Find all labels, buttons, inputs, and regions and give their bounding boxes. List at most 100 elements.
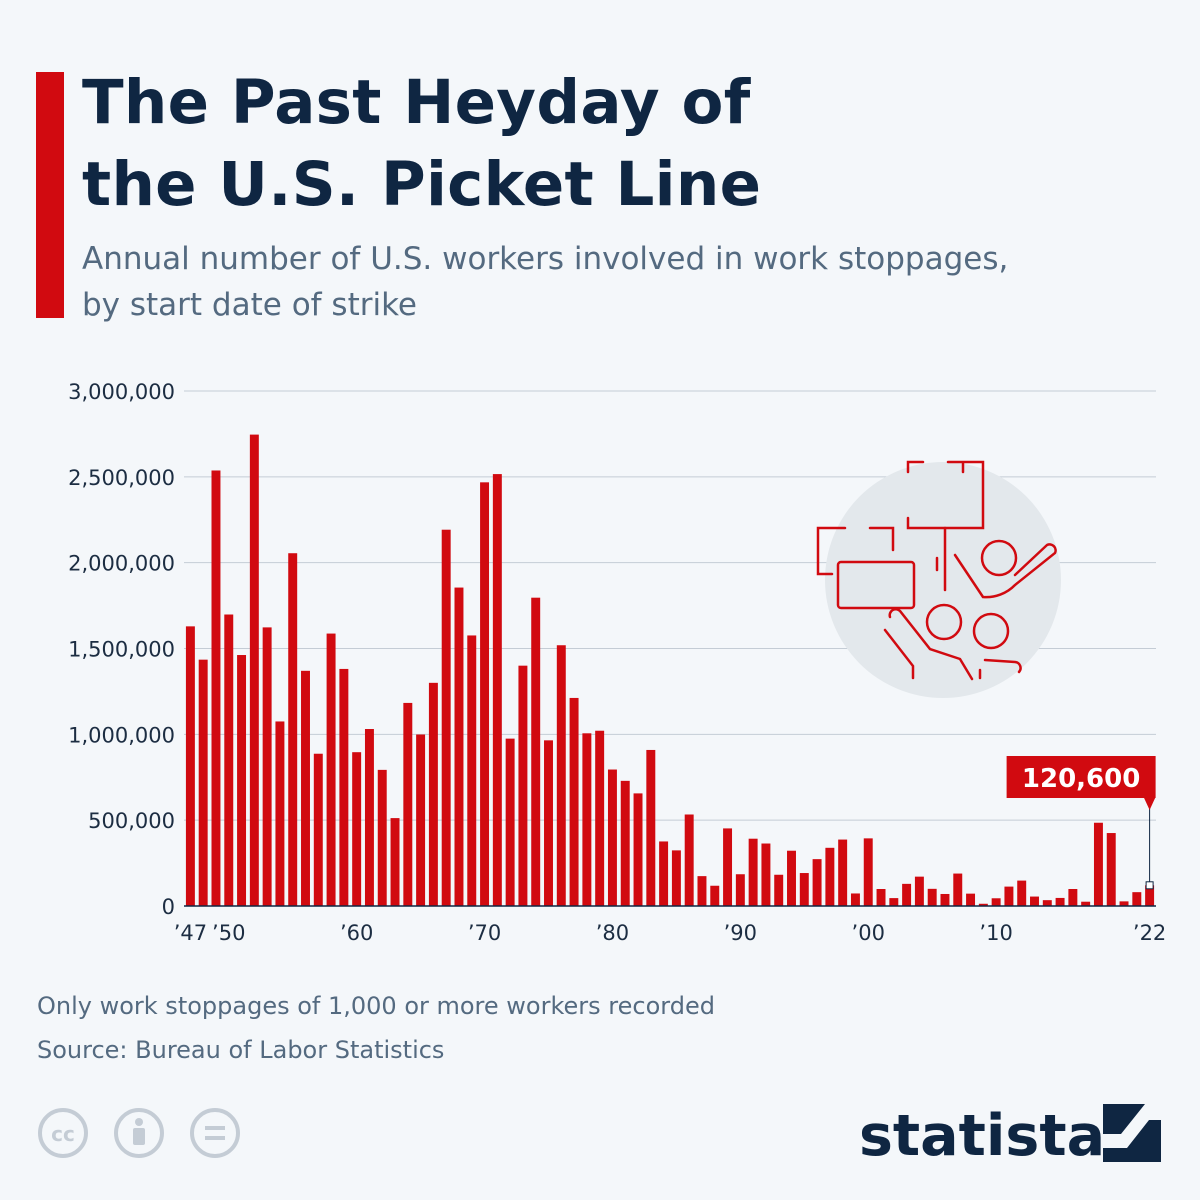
callout-marker: [1145, 881, 1154, 890]
bar-1992: [761, 843, 771, 906]
bar-1965: [416, 734, 426, 906]
bar-2001: [876, 889, 886, 906]
chart-subtitle: Annual number of U.S. workers involved i…: [82, 236, 1182, 328]
x-tick-label: ’80: [596, 921, 629, 945]
bar-2022: [1145, 885, 1155, 906]
bar-1975: [544, 740, 553, 906]
bar-1952: [249, 434, 259, 906]
bar-2018: [1093, 822, 1103, 906]
brand-wordmark: statista: [859, 1103, 1105, 1164]
bar-1948: [198, 659, 208, 906]
bar-2008: [966, 893, 976, 906]
cc-icon[interactable]: cc: [38, 1108, 88, 1158]
bar-1979: [595, 730, 605, 906]
bar-1988: [710, 885, 720, 906]
bar-1962: [377, 769, 387, 906]
bar-1986: [684, 814, 694, 906]
title-line-2: the U.S. Picket Line: [82, 149, 762, 220]
bar-1997: [825, 847, 835, 906]
x-tick-label: ’00: [852, 921, 885, 945]
bar-1950: [224, 614, 234, 906]
bar-1968: [454, 587, 464, 906]
x-tick-label: ’47: [174, 921, 207, 945]
bar-2006: [940, 893, 950, 906]
bar-2019: [1106, 833, 1116, 906]
title-accent-bar: [36, 72, 64, 318]
bar-1977: [569, 697, 579, 906]
bar-1985: [671, 850, 681, 906]
bar-2017: [1081, 901, 1091, 906]
bar-1966: [428, 682, 438, 906]
bar-1978: [582, 733, 592, 906]
y-tick-label: 2,500,000: [68, 466, 175, 490]
title-line-1: The Past Heyday of: [82, 67, 751, 138]
bar-1953: [262, 627, 272, 906]
bar-1983: [646, 749, 656, 906]
callout-value-label: 120,600: [1022, 764, 1140, 794]
bar-1974: [531, 597, 541, 906]
bar-1995: [799, 873, 809, 906]
bar-1980: [607, 769, 617, 906]
statista-logo[interactable]: statista: [859, 1098, 1164, 1164]
bar-1970: [480, 482, 490, 906]
bar-1976: [556, 645, 566, 906]
svg-text:cc: cc: [51, 1122, 75, 1146]
x-tick-label: ’90: [724, 921, 757, 945]
subtitle-line-1: Annual number of U.S. workers involved i…: [82, 241, 1009, 277]
y-tick-label: 2,000,000: [68, 552, 175, 576]
bar-2002: [889, 898, 899, 906]
bar-1949: [211, 470, 221, 906]
bar-1973: [518, 665, 528, 906]
bar-1999: [850, 893, 860, 906]
subtitle-line-2: by start date of strike: [82, 287, 418, 323]
bar-1964: [403, 702, 413, 906]
bars: [185, 434, 1155, 906]
bar-2014: [1042, 900, 1052, 906]
bar-1991: [748, 838, 758, 906]
bar-1963: [390, 818, 400, 906]
bar-1955: [288, 553, 298, 906]
y-tick-label: 0: [162, 895, 175, 919]
x-tick-label: ’70: [468, 921, 501, 945]
bar-1967: [441, 529, 451, 906]
attribution-icon[interactable]: [114, 1108, 164, 1158]
bar-1990: [735, 874, 745, 906]
bar-2003: [902, 883, 912, 906]
bar-chart: 0 500,000 1,000,000 1,500,000 2,000,000 2,500…: [68, 380, 1166, 945]
bar-1994: [787, 850, 796, 906]
bar-1981: [620, 780, 630, 906]
y-tick-label: 1,500,000: [68, 638, 175, 662]
bar-2013: [1030, 896, 1039, 906]
x-tick-label: ’22: [1133, 921, 1166, 945]
bar-2007: [953, 873, 963, 906]
picket-line-illustration-icon: [816, 460, 1061, 698]
bar-1987: [697, 876, 707, 906]
bar-1998: [838, 839, 848, 906]
footnote: Only work stoppages of 1,000 or more wor…: [37, 992, 715, 1020]
x-tick-label: ’50: [212, 921, 245, 945]
bar-1982: [633, 793, 643, 906]
bar-2015: [1055, 897, 1065, 906]
bar-1971: [492, 474, 502, 906]
bar-1956: [301, 670, 310, 906]
callout-pointer: [1143, 797, 1156, 810]
bar-1989: [723, 828, 733, 906]
bar-2004: [914, 876, 924, 906]
bar-1959: [339, 668, 349, 906]
license-icons: cc: [38, 1108, 240, 1158]
bar-1984: [659, 841, 669, 906]
bar-2005: [927, 888, 937, 906]
bar-2021: [1132, 892, 1142, 906]
bar-1958: [326, 633, 336, 906]
bar-2009: [978, 903, 988, 906]
bar-2016: [1068, 889, 1078, 906]
bar-1957: [313, 753, 323, 906]
y-axis-labels: 0 500,000 1,000,000 1,500,000 2,000,000 2,500…: [68, 380, 175, 919]
bar-2011: [1004, 886, 1014, 906]
bar-1954: [275, 721, 285, 906]
y-tick-label: 1,000,000: [68, 723, 175, 747]
value-callout: 120,600: [1006, 756, 1156, 890]
no-derivatives-icon[interactable]: [190, 1108, 240, 1158]
statista-logo-icon: [1103, 1104, 1161, 1162]
callout-box: [1006, 756, 1156, 798]
